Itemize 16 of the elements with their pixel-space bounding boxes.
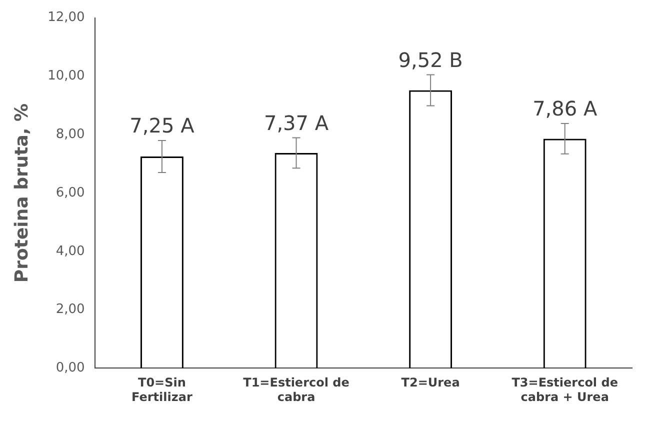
x-tick-label: T1=Estiercol de cabra — [243, 376, 350, 404]
x-tick-label: T3=Estiercol de cabra + Urea — [512, 376, 618, 404]
y-tick-label: 10,00 — [48, 68, 85, 84]
x-tick-label: T0=Sin Fertilizar — [132, 376, 192, 404]
y-tick-label: 2,00 — [56, 302, 85, 318]
y-tick-label: 8,00 — [56, 126, 85, 142]
y-tick-label: 4,00 — [56, 244, 85, 259]
data-label: 7,25 A — [130, 114, 195, 138]
y-tick-label: 6,00 — [56, 185, 85, 200]
y-tick-label: 12,00 — [48, 10, 85, 26]
data-label: 7,86 A — [532, 96, 598, 121]
data-label: 7,37 A — [264, 111, 329, 136]
data-label: 9,52 B — [398, 48, 463, 72]
y-axis-title: Proteina bruta, % — [11, 103, 32, 283]
x-tick-label: T2=Urea — [401, 376, 460, 390]
y-tick-label: 0,00 — [56, 360, 85, 376]
